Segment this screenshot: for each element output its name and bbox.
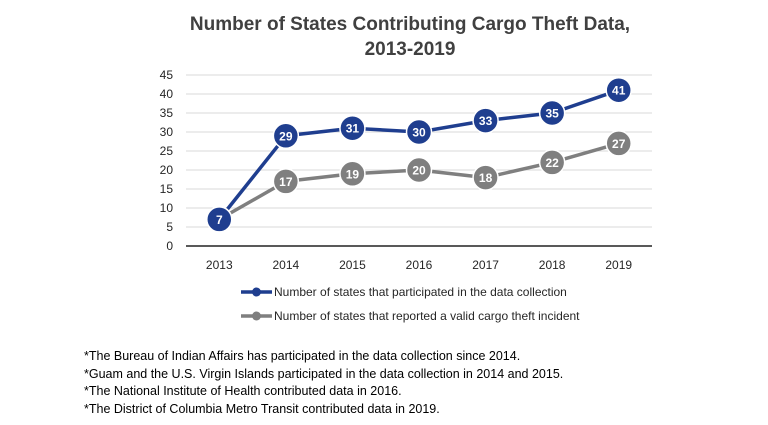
y-tick-label: 45 <box>160 68 174 82</box>
data-label: 35 <box>545 107 559 121</box>
data-label: 19 <box>346 167 360 181</box>
x-tick-label: 2013 <box>206 258 233 272</box>
data-point <box>472 164 499 191</box>
x-axis: 2013 2014 2015 2016 2017 2018 2019 <box>206 258 632 272</box>
data-point <box>206 206 233 233</box>
x-tick-label: 2014 <box>273 258 300 272</box>
legend-swatch-marker <box>252 287 261 297</box>
data-label: 17 <box>279 175 293 189</box>
y-tick-label: 30 <box>160 125 174 139</box>
footnote-1: *The Bureau of Indian Affairs has partic… <box>84 349 521 363</box>
data-point <box>538 149 566 176</box>
x-tick-label: 2019 <box>605 258 632 272</box>
footnote-4: *The District of Columbia Metro Transit … <box>84 401 440 416</box>
y-tick-label: 20 <box>160 163 174 177</box>
x-tick-label: 2017 <box>472 258 499 272</box>
y-tick-label: 35 <box>160 106 174 120</box>
data-point <box>339 114 366 142</box>
data-label: 29 <box>279 129 293 143</box>
gridlines <box>186 74 652 247</box>
y-tick-label: 5 <box>166 220 173 234</box>
y-tick-label: 0 <box>166 239 173 253</box>
data-label: 33 <box>479 114 493 128</box>
chart-title-line-1: Number of States Contributing Cargo Thef… <box>190 14 630 35</box>
footnote-3: *The National Institute of Health contri… <box>84 384 402 398</box>
data-point <box>272 168 300 195</box>
data-point <box>472 107 499 134</box>
data-markers: 71719201822277293130333541 <box>206 76 632 233</box>
data-label: 41 <box>612 84 626 98</box>
data-point <box>605 130 632 157</box>
data-label: 7 <box>216 213 223 227</box>
x-tick-label: 2016 <box>406 258 433 272</box>
x-tick-label: 2015 <box>339 258 366 272</box>
y-tick-label: 40 <box>160 87 174 101</box>
data-point <box>405 118 433 146</box>
legend-entry-label: Number of states that reported a valid c… <box>274 309 580 323</box>
data-point <box>538 99 566 127</box>
data-label: 27 <box>612 137 626 151</box>
footnote-2: *Guam and the U.S. Virgin Islands partic… <box>84 366 564 381</box>
y-tick-label: 25 <box>160 144 174 158</box>
chart-title-line-2: 2013-2019 <box>365 39 456 60</box>
data-point <box>339 160 366 188</box>
data-label: 22 <box>545 156 559 170</box>
x-tick-label: 2018 <box>539 258 566 272</box>
data-label: 20 <box>412 164 426 178</box>
legend-entry-label: Number of states that participated in th… <box>274 285 567 299</box>
legend-swatch-marker <box>252 311 261 321</box>
data-label: 30 <box>412 126 426 140</box>
y-tick-label: 10 <box>160 201 174 215</box>
data-label: 31 <box>346 122 360 136</box>
data-point <box>272 122 300 150</box>
y-axis: 0 5 10 15 20 25 30 35 40 45 <box>160 68 174 253</box>
y-tick-label: 15 <box>160 182 174 196</box>
footnotes: *The Bureau of Indian Affairs has partic… <box>84 348 563 418</box>
data-point <box>605 76 632 104</box>
legend: Number of states that participated in th… <box>241 285 580 323</box>
data-label: 18 <box>479 171 493 185</box>
data-point <box>405 156 433 184</box>
